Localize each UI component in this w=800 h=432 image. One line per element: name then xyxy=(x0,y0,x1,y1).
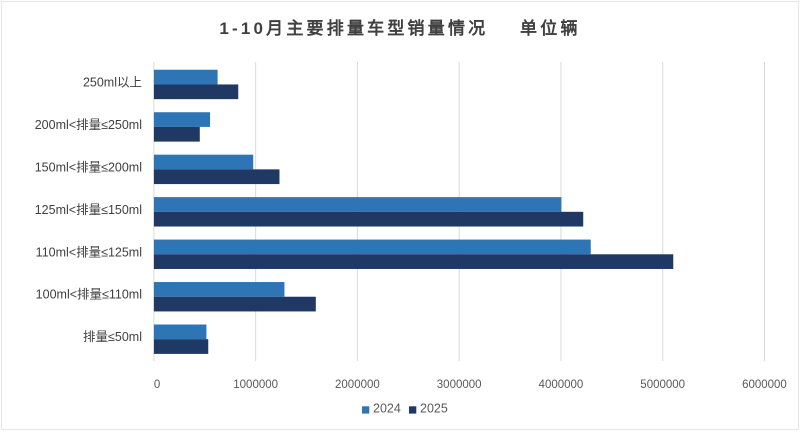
svg-text:125ml<排量≤150ml: 125ml<排量≤150ml xyxy=(35,203,142,217)
svg-text:6000000: 6000000 xyxy=(742,379,787,391)
svg-text:排量≤50ml: 排量≤50ml xyxy=(83,330,142,344)
svg-text:1000000: 1000000 xyxy=(233,379,278,391)
svg-text:0: 0 xyxy=(154,379,160,391)
svg-text:150ml<排量≤200ml: 150ml<排量≤200ml xyxy=(35,160,142,174)
svg-text:200ml<排量≤250ml: 200ml<排量≤250ml xyxy=(35,118,142,132)
svg-text:100ml<排量≤110ml: 100ml<排量≤110ml xyxy=(36,288,142,302)
svg-text:110ml<排量≤125ml: 110ml<排量≤125ml xyxy=(36,245,142,259)
svg-text:250ml以上: 250ml以上 xyxy=(83,75,142,89)
svg-text:3000000: 3000000 xyxy=(437,379,482,391)
svg-text:2000000: 2000000 xyxy=(335,379,380,391)
svg-text:2025: 2025 xyxy=(420,402,448,416)
svg-text:2024: 2024 xyxy=(373,402,401,416)
svg-text:4000000: 4000000 xyxy=(539,379,584,391)
svg-text:5000000: 5000000 xyxy=(640,379,685,391)
